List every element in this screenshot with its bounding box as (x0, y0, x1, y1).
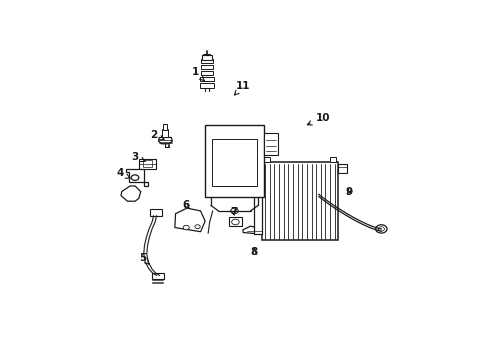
Polygon shape (158, 138, 172, 144)
Bar (142, 161, 152, 167)
Bar (205, 125, 264, 197)
Bar (329, 157, 335, 162)
Text: 9: 9 (345, 186, 352, 197)
Bar (200, 83, 213, 87)
Bar (200, 71, 213, 75)
Bar (200, 77, 213, 81)
Text: 8: 8 (250, 247, 258, 257)
Polygon shape (125, 169, 148, 186)
Bar (211, 139, 257, 186)
Bar (337, 164, 346, 174)
Bar (139, 159, 156, 169)
Text: 11: 11 (234, 81, 250, 95)
Text: 1: 1 (192, 67, 204, 81)
Bar (201, 65, 213, 69)
Bar (262, 162, 337, 240)
Text: 3: 3 (131, 152, 145, 162)
Bar (163, 124, 167, 130)
Circle shape (230, 208, 238, 214)
Bar (149, 209, 162, 216)
Circle shape (131, 175, 139, 180)
Polygon shape (243, 226, 265, 234)
Text: 6: 6 (182, 201, 189, 210)
Polygon shape (121, 186, 141, 201)
Bar (151, 273, 163, 279)
Bar (264, 157, 269, 162)
Text: 10: 10 (307, 113, 329, 125)
Bar (314, 192, 322, 197)
Polygon shape (175, 208, 205, 232)
Text: 2: 2 (150, 130, 164, 140)
Text: 7: 7 (229, 207, 237, 217)
Circle shape (183, 225, 189, 230)
Text: 5: 5 (139, 253, 149, 264)
Bar (253, 168, 262, 234)
Text: 4: 4 (116, 168, 130, 179)
Bar (162, 129, 168, 138)
Circle shape (231, 219, 239, 225)
Bar (264, 133, 278, 156)
Bar (202, 55, 212, 60)
Bar (201, 59, 213, 63)
Bar (228, 217, 242, 226)
Circle shape (375, 225, 386, 233)
Circle shape (378, 227, 384, 231)
Circle shape (195, 225, 200, 229)
